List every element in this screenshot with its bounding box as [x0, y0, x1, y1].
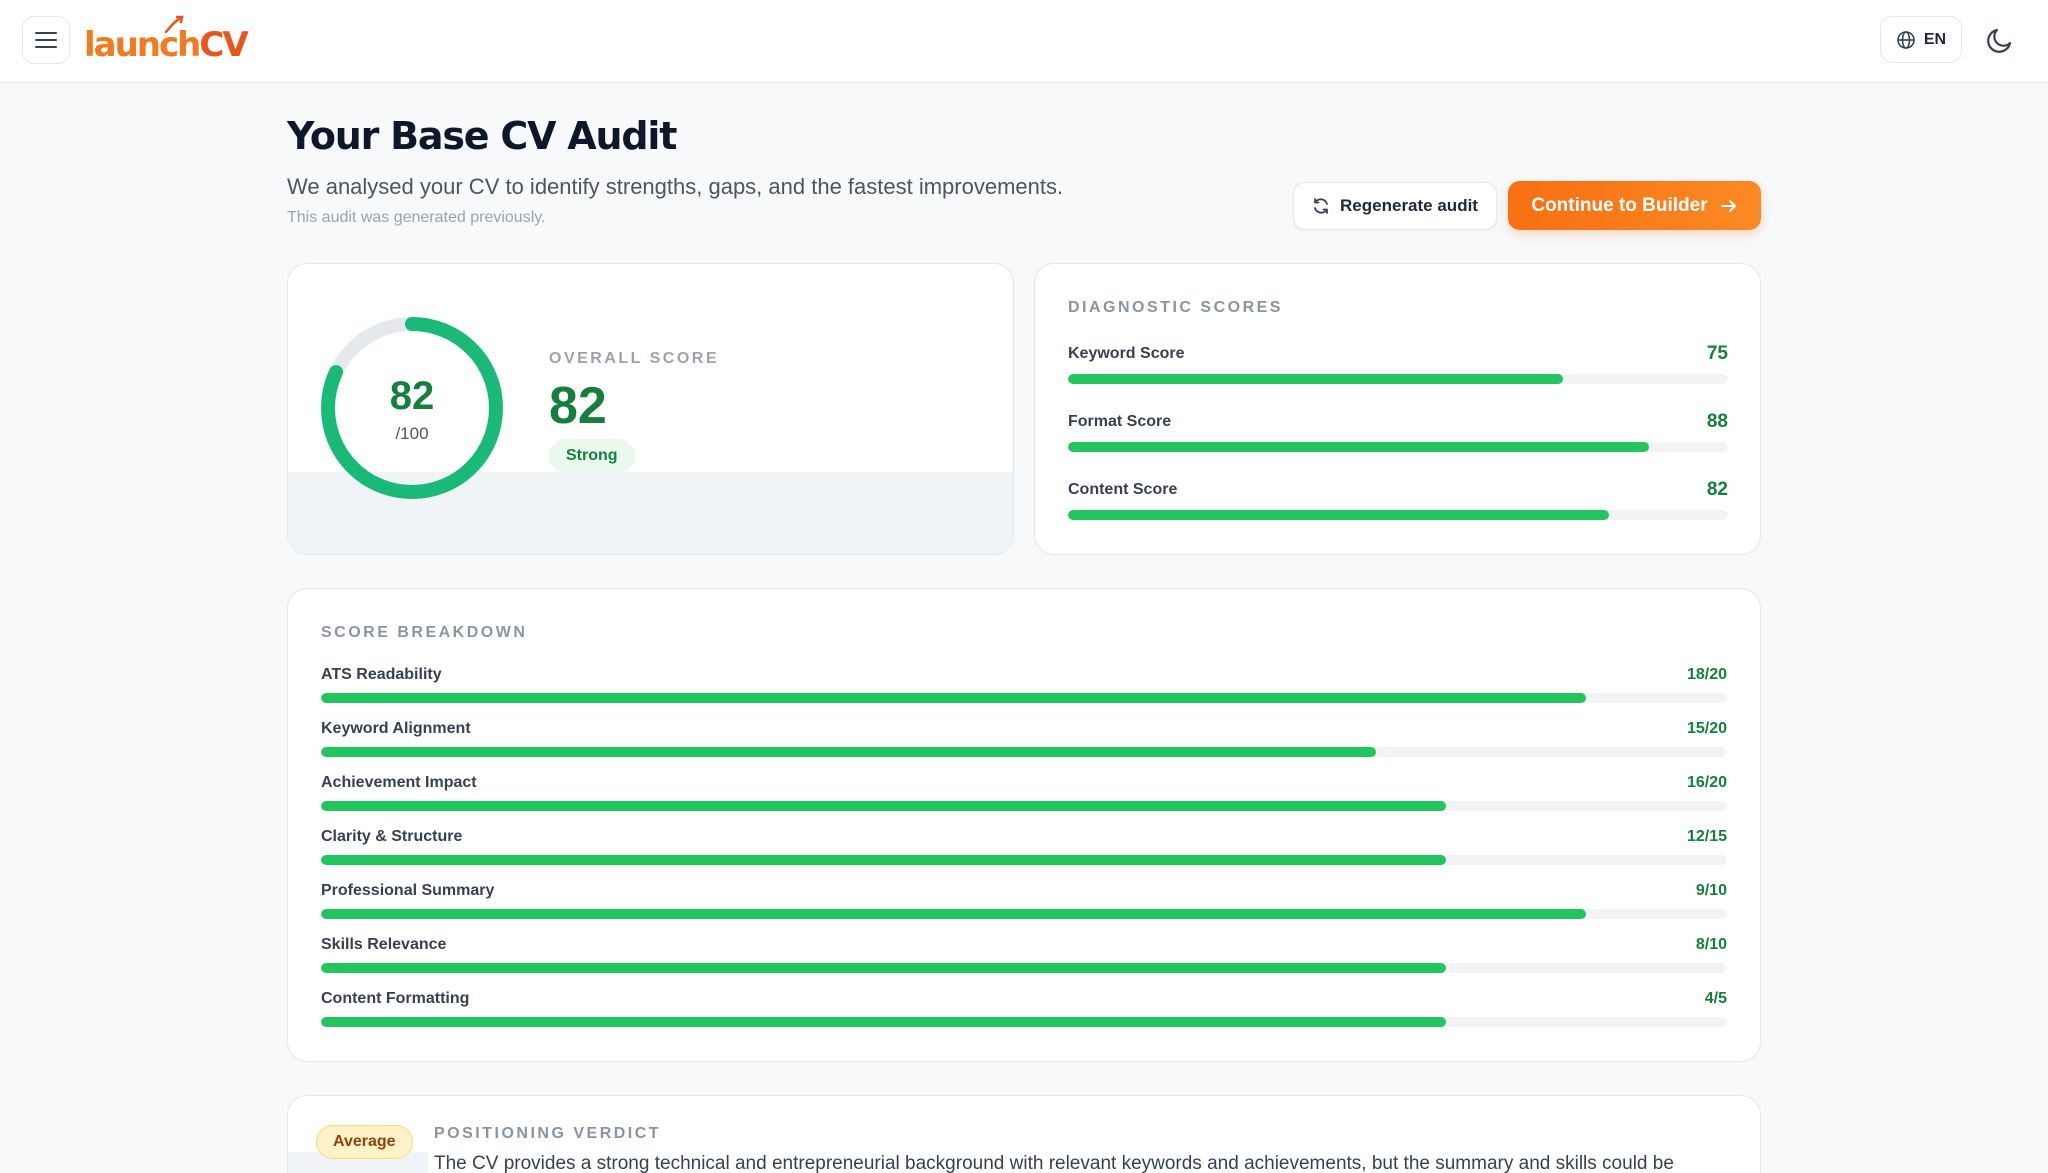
diagnostic-row: Content Score 82 [1068, 479, 1728, 521]
progress-track [321, 909, 1727, 919]
breakdown-label: Content Formatting [321, 990, 470, 1007]
diagnostic-label: Keyword Score [1068, 345, 1185, 362]
diagnostic-row: Keyword Score 75 [1068, 343, 1728, 385]
breakdown-label: Keyword Alignment [321, 720, 471, 737]
logo-text-launch: launch [84, 25, 201, 65]
breakdown-row: Clarity & Structure 12/15 [321, 828, 1727, 868]
diagnostic-scores-card: DIAGNOSTIC SCORES Keyword Score 75 Forma… [1034, 263, 1761, 555]
language-label: EN [1923, 30, 1947, 48]
breakdown-label: Achievement Impact [321, 774, 477, 791]
diagnostic-scores-label: DIAGNOSTIC SCORES [1068, 299, 1283, 316]
diagnostic-value: 88 [1706, 411, 1728, 432]
audit-note: This audit was generated previously. [287, 209, 546, 226]
progress-track [321, 963, 1727, 973]
page-title: Your Base CV Audit [287, 114, 677, 158]
progress-track [1068, 442, 1728, 452]
score-breakdown-label: SCORE BREAKDOWN [321, 624, 528, 641]
positioning-verdict-label: POSITIONING VERDICT [434, 1125, 662, 1142]
diagnostic-label: Content Score [1068, 481, 1178, 498]
progress-fill [321, 801, 1446, 811]
score-breakdown-card: SCORE BREAKDOWN ATS Readability 18/20 Ke… [287, 588, 1761, 1062]
score-status-badge: Strong [549, 439, 635, 473]
positioning-verdict-card: Average POSITIONING VERDICT The CV provi… [287, 1095, 1761, 1173]
menu-button[interactable] [22, 16, 70, 64]
score-ring-value: 82 [389, 374, 435, 418]
progress-track [321, 855, 1727, 865]
progress-track [1068, 510, 1728, 520]
breakdown-label: Skills Relevance [321, 936, 447, 953]
breakdown-label: Clarity & Structure [321, 828, 463, 845]
diagnostic-label: Format Score [1068, 413, 1172, 430]
refresh-icon [1314, 198, 1328, 214]
breakdown-row: ATS Readability 18/20 [321, 666, 1727, 706]
score-ring [321, 317, 503, 499]
diagnostic-value: 75 [1706, 343, 1728, 364]
continue-to-builder-label: Continue to Builder [1531, 194, 1708, 216]
progress-fill [1068, 374, 1563, 384]
verdict-badge: Average [316, 1125, 413, 1159]
top-bar: launchCV EN [0, 0, 2048, 83]
breakdown-row: Content Formatting 4/5 [321, 990, 1727, 1030]
progress-fill [321, 747, 1376, 757]
overall-score-value: 82 [549, 377, 607, 435]
overall-score-card: 82 /100 OVERALL SCORE 82 Strong [287, 263, 1014, 555]
continue-to-builder-button[interactable]: Continue to Builder [1508, 181, 1761, 230]
logo-text-cv: CV [199, 25, 248, 65]
moon-icon [1987, 28, 2012, 53]
breakdown-value: 4/5 [1704, 990, 1727, 1007]
breakdown-value: 15/20 [1686, 720, 1727, 737]
breakdown-label: ATS Readability [321, 666, 442, 683]
regenerate-audit-button[interactable]: Regenerate audit [1293, 182, 1497, 230]
progress-fill [321, 693, 1587, 703]
progress-fill [321, 855, 1446, 865]
page-subtitle: We analysed your CV to identify strength… [287, 174, 1064, 199]
overall-score-label: OVERALL SCORE [549, 350, 719, 367]
logo[interactable]: launchCV [84, 14, 249, 66]
breakdown-value: 16/20 [1686, 774, 1727, 791]
arrow-right-icon [1720, 199, 1736, 212]
progress-track [321, 1017, 1727, 1027]
regenerate-audit-label: Regenerate audit [1340, 196, 1478, 215]
progress-track [1068, 374, 1728, 384]
breakdown-value: 8/10 [1695, 936, 1727, 953]
breakdown-row: Professional Summary 9/10 [321, 882, 1727, 922]
diagnostic-value: 82 [1706, 479, 1728, 500]
progress-track [321, 747, 1727, 757]
language-button[interactable]: EN [1880, 16, 1962, 63]
diagnostic-row: Format Score 88 [1068, 411, 1728, 453]
progress-fill [321, 1017, 1446, 1027]
progress-fill [1068, 510, 1610, 520]
globe-icon [1897, 30, 1915, 49]
hamburger-icon [35, 32, 57, 48]
breakdown-value: 18/20 [1686, 666, 1727, 683]
verdict-text: The CV provides a strong technical and e… [434, 1153, 1674, 1173]
progress-track [321, 693, 1727, 703]
rocket-icon [164, 15, 184, 34]
progress-fill [321, 963, 1446, 973]
progress-fill [1068, 442, 1649, 452]
progress-track [321, 801, 1727, 811]
progress-fill [321, 909, 1587, 919]
breakdown-row: Achievement Impact 16/20 [321, 774, 1727, 814]
theme-toggle-button[interactable] [1980, 20, 2020, 60]
breakdown-row: Keyword Alignment 15/20 [321, 720, 1727, 760]
breakdown-label: Professional Summary [321, 882, 495, 899]
breakdown-value: 12/15 [1686, 828, 1727, 845]
score-ring-denominator: /100 [395, 424, 429, 443]
breakdown-row: Skills Relevance 8/10 [321, 936, 1727, 976]
breakdown-value: 9/10 [1695, 882, 1727, 899]
